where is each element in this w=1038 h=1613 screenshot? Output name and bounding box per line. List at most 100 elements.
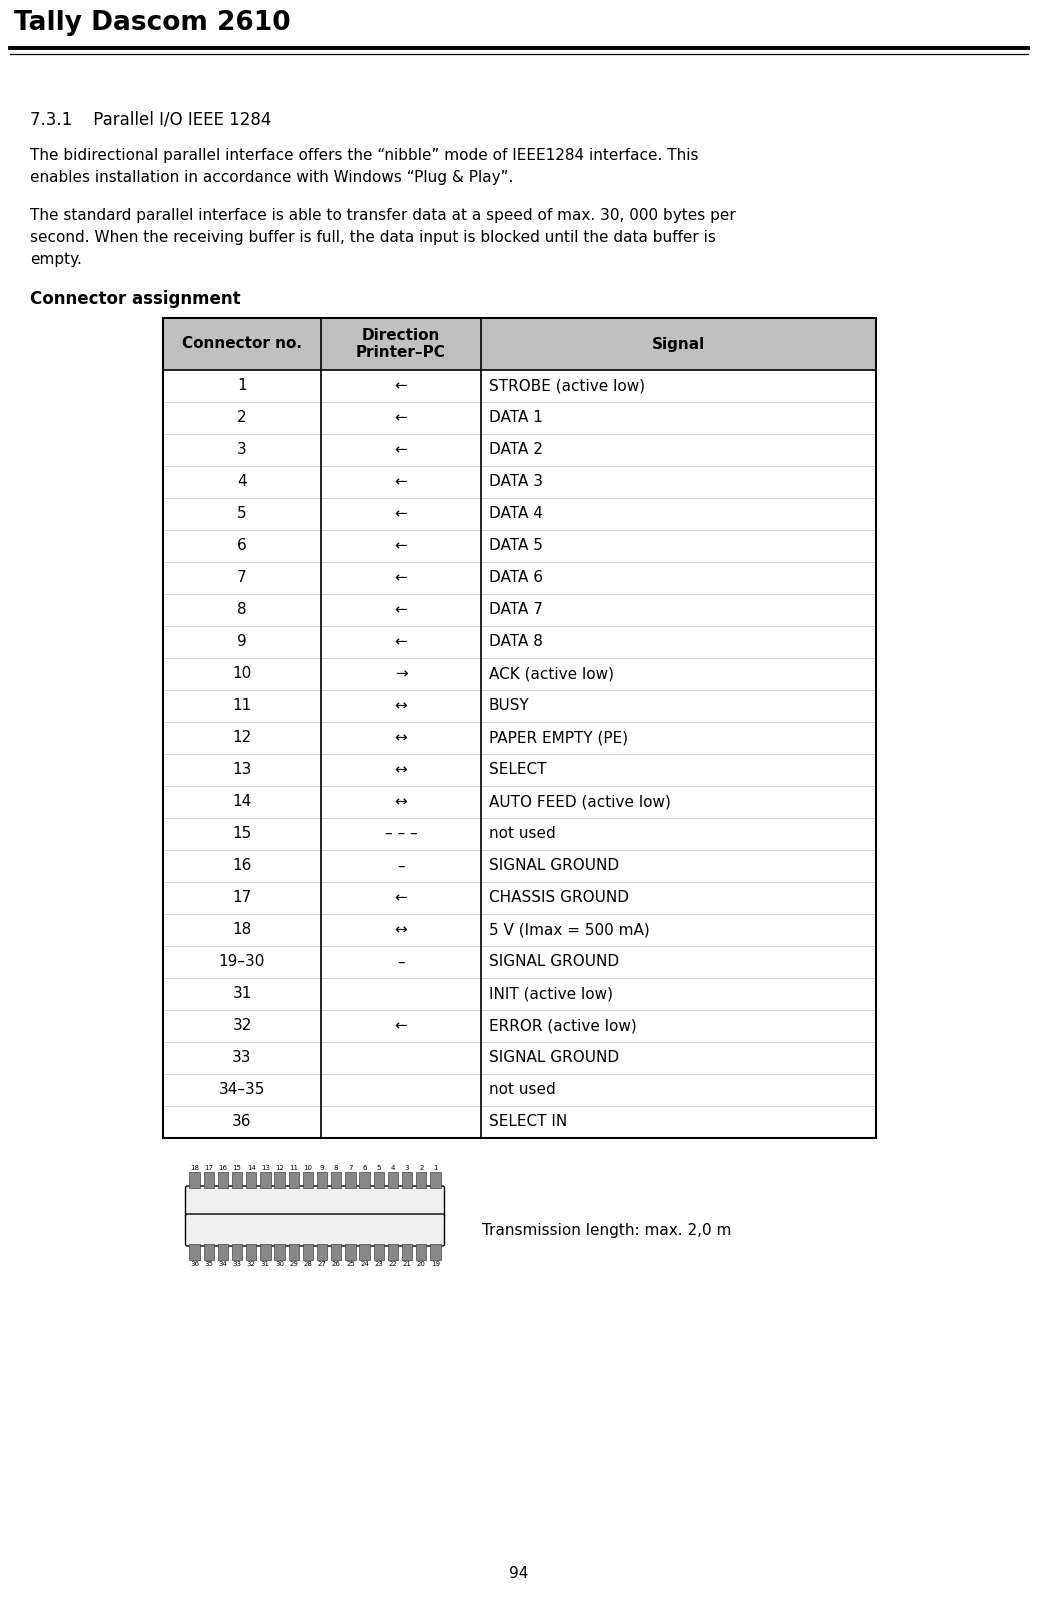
Text: 14: 14 xyxy=(233,795,251,810)
Text: ←: ← xyxy=(394,410,407,426)
Text: 25: 25 xyxy=(346,1261,355,1266)
Bar xyxy=(388,1244,398,1260)
Bar xyxy=(331,1244,342,1260)
Bar xyxy=(261,1173,271,1189)
Text: 32: 32 xyxy=(247,1261,255,1266)
Bar xyxy=(246,1173,256,1189)
Text: ↔: ↔ xyxy=(394,698,407,713)
Text: ←: ← xyxy=(394,539,407,553)
Text: 10: 10 xyxy=(233,666,251,682)
FancyBboxPatch shape xyxy=(186,1215,444,1245)
Text: 3: 3 xyxy=(405,1165,409,1171)
Text: 17: 17 xyxy=(233,890,251,905)
Bar xyxy=(359,1244,370,1260)
Text: 31: 31 xyxy=(233,987,251,1002)
Bar xyxy=(402,1173,412,1189)
Text: ↔: ↔ xyxy=(394,923,407,937)
Text: ←: ← xyxy=(394,571,407,586)
Bar xyxy=(416,1173,427,1189)
Text: Transmission length: max. 2,0 m: Transmission length: max. 2,0 m xyxy=(483,1223,732,1237)
Text: ↔: ↔ xyxy=(394,763,407,777)
Text: 36: 36 xyxy=(190,1261,199,1266)
Text: ←: ← xyxy=(394,474,407,489)
Text: 94: 94 xyxy=(510,1566,528,1581)
Text: SIGNAL GROUND: SIGNAL GROUND xyxy=(489,955,619,969)
Text: 1: 1 xyxy=(433,1165,438,1171)
Text: 1: 1 xyxy=(238,379,247,394)
Text: enables installation in accordance with Windows “Plug & Play”.: enables installation in accordance with … xyxy=(30,169,514,185)
Text: Connector assignment: Connector assignment xyxy=(30,290,241,308)
Bar xyxy=(303,1244,313,1260)
Text: 11: 11 xyxy=(233,698,251,713)
Text: 20: 20 xyxy=(417,1261,426,1266)
Text: 5: 5 xyxy=(238,506,247,521)
Bar xyxy=(374,1244,384,1260)
Text: 7: 7 xyxy=(238,571,247,586)
Bar xyxy=(303,1173,313,1189)
Text: The standard parallel interface is able to transfer data at a speed of max. 30, : The standard parallel interface is able … xyxy=(30,208,736,223)
Text: 5 V (Imax = 500 mA): 5 V (Imax = 500 mA) xyxy=(489,923,650,937)
Text: 2: 2 xyxy=(238,410,247,426)
Text: DATA 3: DATA 3 xyxy=(489,474,543,489)
Bar xyxy=(274,1244,284,1260)
Text: 11: 11 xyxy=(290,1165,298,1171)
Bar xyxy=(231,1244,242,1260)
Text: 16: 16 xyxy=(218,1165,227,1171)
Text: 18: 18 xyxy=(190,1165,199,1171)
Text: not used: not used xyxy=(489,1082,555,1097)
Text: 6: 6 xyxy=(362,1165,366,1171)
Text: empty.: empty. xyxy=(30,252,82,268)
Text: 10: 10 xyxy=(303,1165,312,1171)
FancyBboxPatch shape xyxy=(186,1186,444,1218)
Text: 31: 31 xyxy=(261,1261,270,1266)
Text: Direction
Printer–PC: Direction Printer–PC xyxy=(356,327,446,360)
Bar xyxy=(331,1173,342,1189)
Bar xyxy=(317,1173,327,1189)
Text: SELECT: SELECT xyxy=(489,763,546,777)
Text: 15: 15 xyxy=(233,826,251,842)
Bar xyxy=(274,1173,284,1189)
Bar xyxy=(359,1173,370,1189)
Text: →: → xyxy=(394,666,407,682)
Bar xyxy=(431,1244,440,1260)
Text: 23: 23 xyxy=(375,1261,383,1266)
Bar xyxy=(317,1244,327,1260)
Text: ACK (active low): ACK (active low) xyxy=(489,666,614,682)
Bar xyxy=(346,1244,356,1260)
Bar xyxy=(190,1173,199,1189)
Text: 24: 24 xyxy=(360,1261,368,1266)
Text: The bidirectional parallel interface offers the “nibble” mode of IEEE1284 interf: The bidirectional parallel interface off… xyxy=(30,148,699,163)
Text: Connector no.: Connector no. xyxy=(182,337,302,352)
Bar xyxy=(163,318,876,369)
Text: Tally Dascom 2610: Tally Dascom 2610 xyxy=(13,10,291,35)
Bar xyxy=(346,1173,356,1189)
Text: 16: 16 xyxy=(233,858,251,874)
Bar xyxy=(246,1244,256,1260)
Bar xyxy=(218,1244,228,1260)
Text: second. When the receiving buffer is full, the data input is blocked until the d: second. When the receiving buffer is ful… xyxy=(30,231,716,245)
Text: SELECT IN: SELECT IN xyxy=(489,1115,567,1129)
Text: 2: 2 xyxy=(419,1165,424,1171)
Text: 5: 5 xyxy=(377,1165,381,1171)
Text: 21: 21 xyxy=(403,1261,411,1266)
Text: 34: 34 xyxy=(218,1261,227,1266)
Text: not used: not used xyxy=(489,826,555,842)
Text: DATA 8: DATA 8 xyxy=(489,634,543,650)
Bar xyxy=(374,1173,384,1189)
Text: DATA 5: DATA 5 xyxy=(489,539,543,553)
Text: 7: 7 xyxy=(348,1165,353,1171)
Text: ←: ← xyxy=(394,506,407,521)
Text: SIGNAL GROUND: SIGNAL GROUND xyxy=(489,1050,619,1066)
Text: 4: 4 xyxy=(390,1165,395,1171)
Text: 33: 33 xyxy=(233,1050,252,1066)
Text: Signal: Signal xyxy=(652,337,705,352)
Text: 19–30: 19–30 xyxy=(219,955,265,969)
Text: ←: ← xyxy=(394,379,407,394)
Text: 13: 13 xyxy=(261,1165,270,1171)
Text: 6: 6 xyxy=(237,539,247,553)
Text: 15: 15 xyxy=(233,1165,242,1171)
Text: 3: 3 xyxy=(237,442,247,458)
Bar xyxy=(416,1244,427,1260)
Text: 9: 9 xyxy=(320,1165,324,1171)
Bar xyxy=(289,1173,299,1189)
